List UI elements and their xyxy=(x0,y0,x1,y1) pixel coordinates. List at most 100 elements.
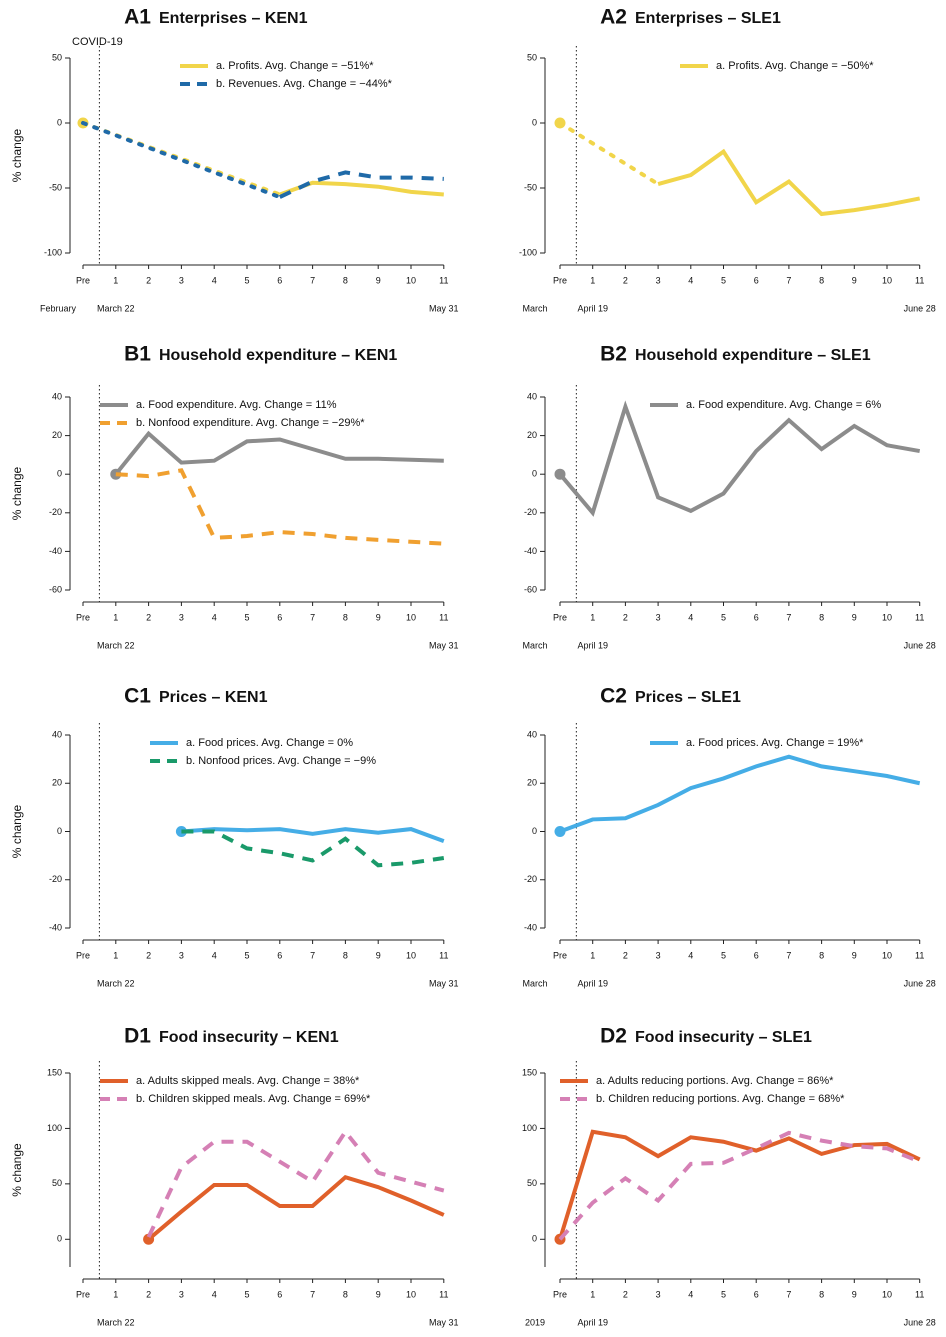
x-tick-label: 7 xyxy=(786,612,791,622)
y-tick-label: -20 xyxy=(524,874,537,884)
x-tick-label: 10 xyxy=(882,275,892,285)
x-tick-label: 11 xyxy=(915,612,924,622)
panel-title: Enterprises – KEN1 xyxy=(159,10,308,27)
date-label: June 28 xyxy=(904,640,936,650)
interpolation xyxy=(81,121,282,200)
x-tick-label: 4 xyxy=(212,612,217,622)
interpolation xyxy=(81,121,282,197)
x-tick-label: 5 xyxy=(244,1289,249,1299)
x-tick-label: 4 xyxy=(688,950,693,960)
x-tick-label: 3 xyxy=(179,275,184,285)
x-tick-label: 10 xyxy=(882,950,892,960)
x-tick-label: 4 xyxy=(688,275,693,285)
panel-title: Food insecurity – KEN1 xyxy=(159,1029,339,1046)
legend-label: b. Children skipped meals. Avg. Change =… xyxy=(136,1093,371,1105)
y-tick-label: 150 xyxy=(522,1067,537,1077)
x-tick-label: 4 xyxy=(212,950,217,960)
x-tick-label: Pre xyxy=(76,950,90,960)
y-tick-label: -50 xyxy=(524,182,537,192)
x-tick-label: 10 xyxy=(882,612,892,622)
x-tick-label: 6 xyxy=(277,612,282,622)
y-tick-label: -20 xyxy=(49,507,62,517)
x-tick-label: 11 xyxy=(439,950,448,960)
y-tick-label: 150 xyxy=(47,1067,62,1077)
x-tick-label: 1 xyxy=(590,275,595,285)
x-tick-label: 8 xyxy=(819,612,824,622)
x-tick-label: 1 xyxy=(590,1289,595,1299)
x-tick-label: 6 xyxy=(754,275,759,285)
series-line xyxy=(558,1130,921,1241)
x-tick-label: 9 xyxy=(852,275,857,285)
legend-label: b. Nonfood expenditure. Avg. Change = −2… xyxy=(136,417,365,429)
x-tick-label: Pre xyxy=(553,275,567,285)
legend-label: a. Food expenditure. Avg. Change = 6% xyxy=(686,399,881,411)
date-label: February xyxy=(40,303,77,313)
x-tick-label: 1 xyxy=(113,275,118,285)
x-tick-label: 5 xyxy=(721,612,726,622)
panel-title: Household expenditure – KEN1 xyxy=(159,347,397,364)
x-tick-label: 10 xyxy=(882,1289,892,1299)
x-tick-label: 11 xyxy=(915,950,924,960)
x-tick-label: 5 xyxy=(721,950,726,960)
x-tick-label: 2 xyxy=(146,1289,151,1299)
x-tick-label: 1 xyxy=(590,950,595,960)
date-label: May 31 xyxy=(429,303,459,313)
start-point xyxy=(143,1233,155,1245)
start-point xyxy=(554,117,566,129)
date-label: June 28 xyxy=(904,1317,936,1327)
x-tick-label: 4 xyxy=(688,1289,693,1299)
x-tick-label: 3 xyxy=(656,612,661,622)
panel-title: Household expenditure – SLE1 xyxy=(635,347,871,364)
x-tick-label: 6 xyxy=(754,1289,759,1299)
x-tick-label: 8 xyxy=(343,275,348,285)
legend-label: b. Children reducing portions. Avg. Chan… xyxy=(596,1093,845,1105)
x-tick-label: 2 xyxy=(146,612,151,622)
x-tick-label: Pre xyxy=(553,950,567,960)
x-tick-label: 3 xyxy=(179,612,184,622)
date-label: April 19 xyxy=(577,1317,608,1327)
y-tick-label: 0 xyxy=(532,469,537,479)
x-tick-label: 9 xyxy=(376,275,381,285)
y-tick-label: 50 xyxy=(527,52,537,62)
x-tick-label: 2 xyxy=(623,612,628,622)
annotation: COVID-19 xyxy=(72,36,123,48)
y-tick-label: 100 xyxy=(522,1123,537,1133)
legend-label: a. Adults reducing portions. Avg. Change… xyxy=(596,1075,834,1087)
series-line xyxy=(115,468,444,546)
y-tick-label: -40 xyxy=(524,546,537,556)
y-tick-label: -50 xyxy=(49,182,62,192)
x-tick-label: 5 xyxy=(244,612,249,622)
date-label: April 19 xyxy=(577,303,608,313)
y-tick-label: 40 xyxy=(527,729,537,739)
series-line xyxy=(559,754,921,834)
x-tick-label: 3 xyxy=(656,1289,661,1299)
x-tick-label: 9 xyxy=(376,950,381,960)
x-tick-label: 6 xyxy=(754,612,759,622)
x-tick-label: 11 xyxy=(439,1289,448,1299)
y-axis-label: % change xyxy=(10,466,24,520)
date-label: June 28 xyxy=(904,978,936,988)
x-tick-label: 8 xyxy=(343,950,348,960)
x-tick-label: 9 xyxy=(376,1289,381,1299)
x-tick-label: Pre xyxy=(553,612,567,622)
y-tick-label: -20 xyxy=(49,874,62,884)
date-label: March xyxy=(522,640,547,650)
y-axis-label: % change xyxy=(10,804,24,858)
x-tick-label: 8 xyxy=(343,612,348,622)
y-tick-label: -60 xyxy=(524,584,537,594)
panel-label: C2 xyxy=(600,685,627,708)
x-tick-label: 2 xyxy=(623,950,628,960)
x-tick-label: 7 xyxy=(786,275,791,285)
series-line xyxy=(657,148,921,217)
x-tick-label: 4 xyxy=(212,275,217,285)
y-tick-label: -60 xyxy=(49,584,62,594)
y-tick-label: -40 xyxy=(49,546,62,556)
panel-label: A2 xyxy=(600,6,627,29)
x-tick-label: 1 xyxy=(590,612,595,622)
legend-label: a. Food expenditure. Avg. Change = 11% xyxy=(136,399,337,411)
x-tick-label: 8 xyxy=(819,1289,824,1299)
legend-label: a. Adults skipped meals. Avg. Change = 3… xyxy=(136,1075,360,1087)
y-tick-label: 20 xyxy=(527,778,537,788)
x-tick-label: 7 xyxy=(310,1289,315,1299)
